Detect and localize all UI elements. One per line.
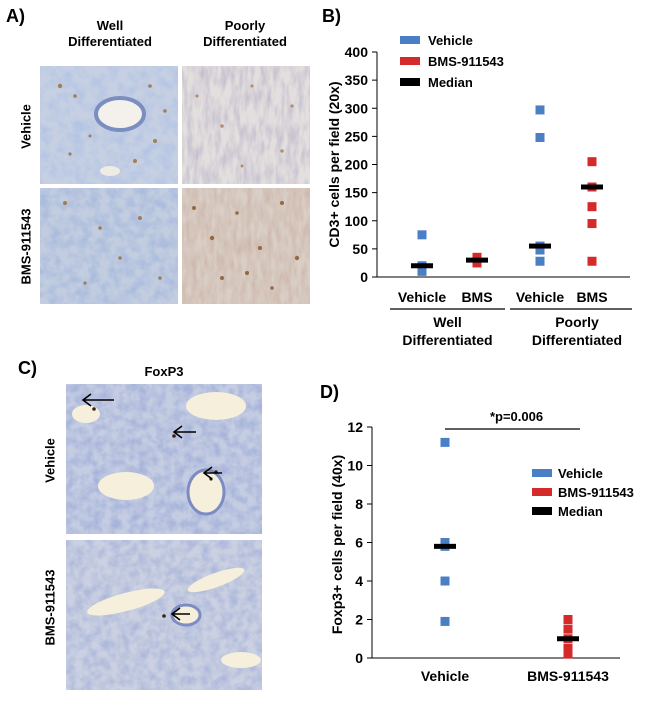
- panel-a-letter: A): [6, 6, 25, 26]
- panel-c-letter: C): [18, 358, 37, 378]
- median-bar: [529, 243, 551, 249]
- panel-a-col-head-well: Well Differentiated: [68, 18, 152, 49]
- x-tick-label: BMS-911543: [527, 668, 609, 684]
- legend-label: BMS-911543: [428, 54, 504, 69]
- chart-d: 0 2 4 6 8 10 12 Foxp3+ cells per field (40x) Veh…: [329, 409, 634, 684]
- micrograph-poorly-vehicle: [182, 66, 310, 184]
- median-bar: [581, 184, 603, 190]
- legend-label: Median: [558, 504, 603, 519]
- median-bar: [434, 543, 456, 549]
- median-bar: [411, 263, 433, 269]
- data-point: [535, 133, 545, 142]
- y-tick-label: 4: [355, 573, 363, 589]
- y-tick-label: 0: [360, 269, 368, 285]
- legend-swatch: [400, 36, 420, 44]
- micrograph-well-vehicle: [40, 66, 178, 184]
- data-point: [535, 256, 545, 266]
- y-tick-label: 6: [355, 535, 363, 551]
- chart-b: 0 50 100 150 200 250 300 350 400 CD3+ cells per f…: [326, 33, 632, 348]
- data-point: [440, 616, 450, 626]
- legend-swatch: [532, 507, 552, 515]
- foxp3-arrow-4: [170, 607, 190, 621]
- micrograph-well-bms: [40, 188, 178, 304]
- y-tick-label: 350: [345, 72, 369, 88]
- micrograph-foxp3-bms: [66, 540, 262, 690]
- y-tick-label: 300: [345, 100, 369, 116]
- y-axis-label: Foxp3+ cells per field (40x): [329, 455, 345, 634]
- x-tick-label: BMS: [576, 289, 607, 305]
- y-tick-label: 200: [345, 157, 369, 173]
- legend-label: Median: [428, 75, 473, 90]
- y-tick-label: 0: [355, 650, 363, 666]
- x-tick-label: BMS: [461, 289, 492, 305]
- y-tick-label: 250: [345, 128, 369, 144]
- panel-c-row-label-bms: BMS-911543: [42, 569, 58, 646]
- data-point: [587, 157, 597, 167]
- data-point: [417, 266, 427, 276]
- data-point: [563, 615, 573, 624]
- data-point: [472, 258, 482, 268]
- significance-label: *p=0.006: [490, 409, 543, 424]
- y-tick-label: 10: [347, 458, 363, 474]
- data-point: [563, 649, 573, 659]
- group-label: Well Differentiated: [402, 314, 492, 348]
- x-tick-label: Vehicle: [398, 289, 446, 305]
- panel-a-row-label-vehicle: Vehicle: [18, 104, 34, 149]
- y-tick-label: 8: [355, 496, 363, 512]
- y-tick-label: 100: [345, 213, 369, 229]
- panel-a-col-head-poorly: Poorly Differentiated: [203, 18, 287, 49]
- data-point: [440, 437, 450, 447]
- panel-b-letter: B): [322, 6, 341, 26]
- y-tick-label: 12: [347, 419, 363, 435]
- micrograph-poorly-bms: [182, 188, 310, 304]
- data-point: [417, 230, 427, 240]
- foxp3-arrow-1: [81, 393, 114, 407]
- legend-swatch: [400, 78, 420, 86]
- median-bar: [557, 636, 579, 642]
- legend-label: Vehicle: [428, 33, 473, 48]
- data-point: [563, 624, 573, 634]
- group-label: Poorly Differentiated: [532, 314, 622, 348]
- data-point: [440, 576, 450, 586]
- legend-swatch: [532, 488, 552, 496]
- panel-c-row-label-vehicle: Vehicle: [42, 438, 58, 483]
- x-tick-label: Vehicle: [421, 668, 469, 684]
- data-point: [587, 219, 597, 229]
- legend-swatch: [532, 469, 552, 477]
- foxp3-arrow-2: [172, 425, 196, 439]
- data-point: [587, 256, 597, 266]
- y-axis-label: CD3+ cells per field (20x): [326, 81, 342, 247]
- y-tick-label: 400: [345, 44, 369, 60]
- data-point: [587, 202, 597, 212]
- y-tick-label: 50: [352, 241, 368, 257]
- y-tick-label: 2: [355, 612, 363, 628]
- legend-label: BMS-911543: [558, 485, 634, 500]
- micrograph-foxp3-vehicle: [66, 384, 262, 534]
- x-tick-label: Vehicle: [516, 289, 564, 305]
- foxp3-arrow-3: [202, 466, 222, 480]
- panel-a-row-label-bms: BMS-911543: [18, 208, 34, 285]
- data-point: [563, 643, 573, 653]
- panel-d-letter: D): [320, 382, 339, 402]
- data-point: [535, 245, 545, 255]
- median-bar: [466, 257, 488, 263]
- legend-swatch: [400, 57, 420, 65]
- y-tick-label: 150: [345, 185, 369, 201]
- legend-label: Vehicle: [558, 466, 603, 481]
- data-point: [535, 105, 545, 115]
- panel-c-title: FoxP3: [144, 364, 184, 379]
